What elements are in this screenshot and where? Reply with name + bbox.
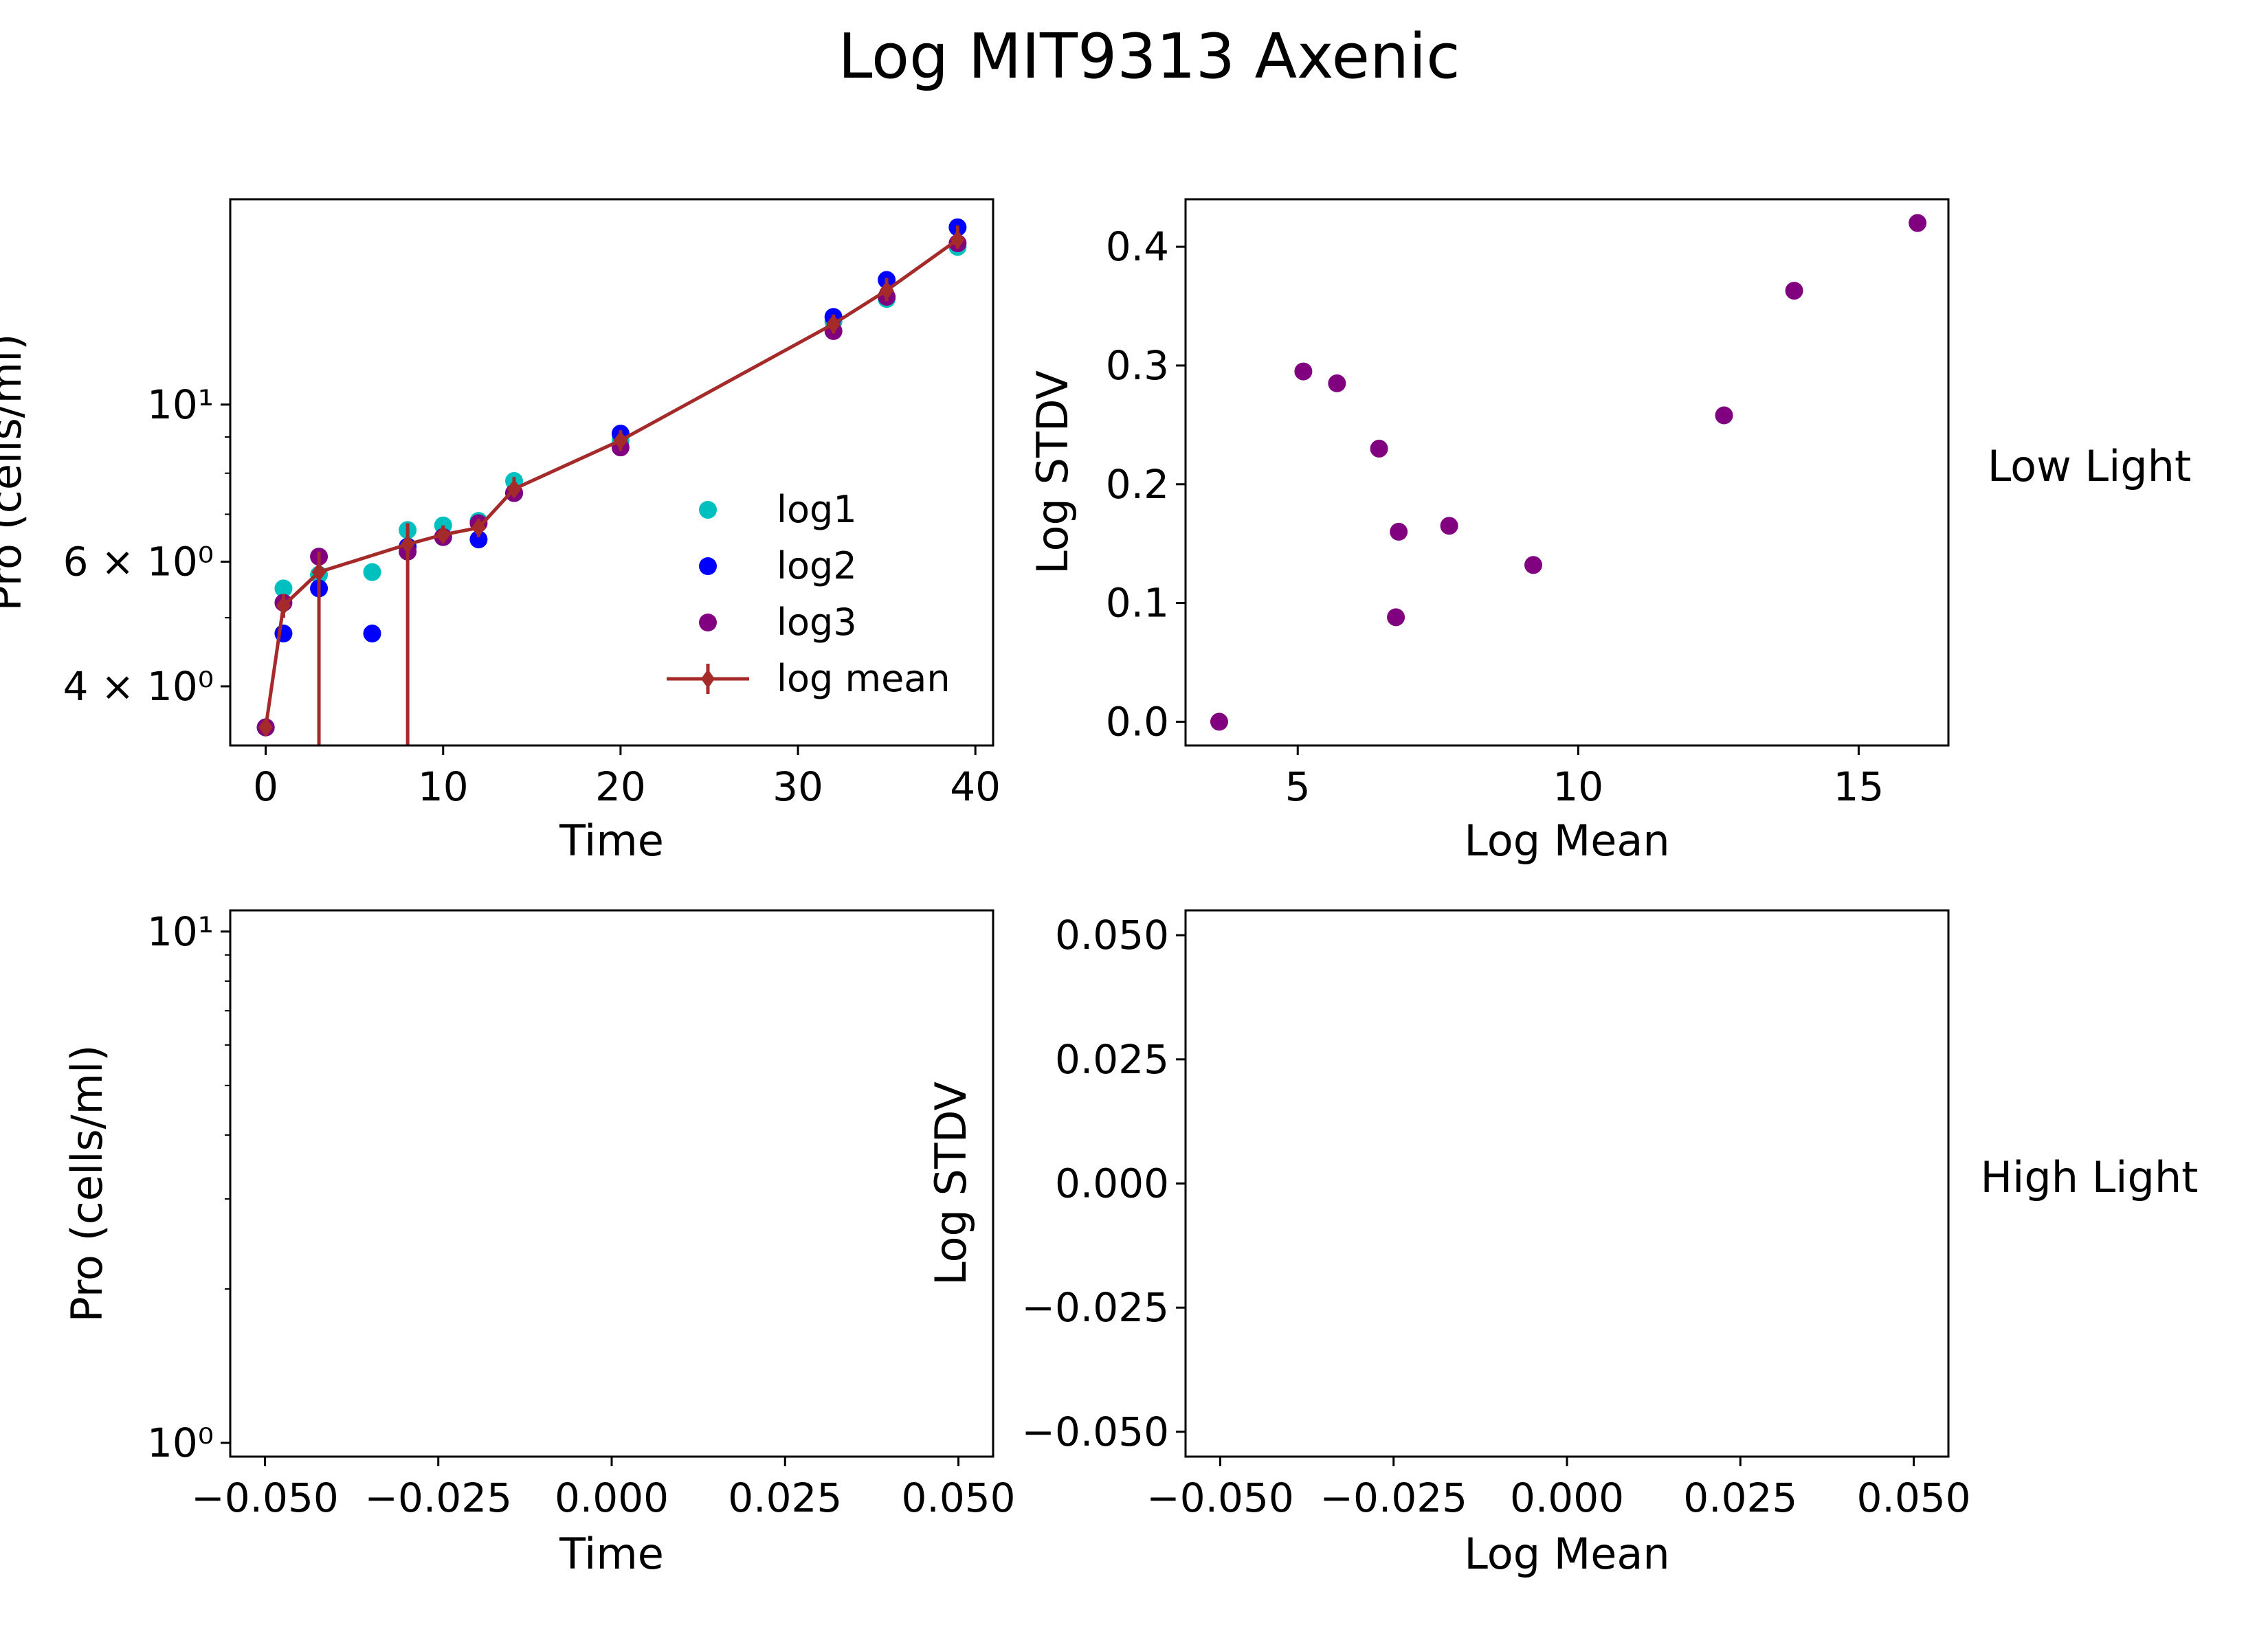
mean-line — [264, 238, 959, 728]
data-point — [274, 579, 293, 598]
x-axis-label: Time — [559, 1529, 664, 1579]
legend-swatch — [699, 614, 717, 631]
mean-marker — [507, 479, 522, 499]
y-tick-label: 0.1 — [1106, 580, 1169, 627]
y-axis-label: Log STDV — [926, 1081, 976, 1286]
x-tick-label: −0.025 — [1320, 1474, 1467, 1521]
plot-frame — [229, 198, 994, 747]
legend: log1 log2 log3 log mean — [667, 488, 950, 700]
row-label-low-light: Low Light — [1988, 441, 2192, 491]
y-tick-label: −0.025 — [1021, 1284, 1169, 1331]
data-point — [363, 625, 381, 643]
data-point — [469, 530, 488, 549]
chart-high-light-growth: −0.050 −0.025 0.000 0.025 0.050 10⁰ 10¹ Time Pro… — [62, 908, 1016, 1579]
chart-low-light-stdv: 5 10 15 0.0 0.1 0.2 0.3 0.4 Log Mean Log STDV — [1027, 198, 1950, 866]
y-tick-label: 0.050 — [1055, 912, 1169, 958]
mean-marker — [826, 314, 841, 334]
y-tick-label: 0.4 — [1106, 223, 1169, 270]
legend-label: log mean — [777, 657, 950, 700]
legend-label: log2 — [777, 544, 857, 587]
y-tick-label: −0.050 — [1021, 1409, 1169, 1455]
data-point — [1785, 282, 1803, 300]
y-axis-label: Log STDV — [1027, 370, 1078, 574]
series-log_mean — [258, 225, 965, 745]
data-point — [363, 563, 381, 581]
mean-marker — [879, 280, 894, 300]
y-tick-label: 4 × 10⁰ — [63, 663, 214, 710]
x-tick-label: 40 — [950, 763, 1001, 810]
x-axis-label: Log Mean — [1464, 816, 1669, 866]
row-label-high-light: High Light — [1981, 1152, 2199, 1202]
y-tick-label: 0.000 — [1055, 1160, 1169, 1207]
legend-label: log1 — [777, 488, 857, 531]
plot-frame — [1184, 198, 1950, 747]
mean-marker — [400, 535, 415, 554]
data-point — [1294, 362, 1313, 381]
y-tick-label: 6 × 10⁰ — [63, 538, 214, 585]
chart-high-light-stdv: −0.050 −0.025 0.000 0.025 0.050 −0.050 −0.025 0… — [926, 909, 1971, 1579]
y-tick-label: 10¹ — [147, 381, 214, 428]
y-axis-label: Pro (cells/ml) — [0, 334, 31, 612]
x-axis-label: Time — [559, 816, 664, 866]
mean-marker — [311, 562, 326, 582]
x-tick-label: 0.050 — [902, 1474, 1016, 1521]
data-point — [1390, 522, 1408, 541]
x-tick-label: 0.000 — [1510, 1474, 1624, 1521]
x-tick-label: 0.025 — [728, 1474, 842, 1521]
x-tick-label: 0 — [253, 763, 278, 810]
figure-title: Log MIT9313 Axenic — [838, 21, 1460, 93]
data-point — [1715, 406, 1733, 425]
x-tick-label: 10 — [1553, 763, 1603, 810]
x-tick-label: 15 — [1834, 763, 1885, 810]
x-tick-label: 0.000 — [555, 1474, 669, 1521]
mean-marker — [950, 229, 965, 249]
y-tick-label: 0.3 — [1106, 342, 1169, 389]
x-tick-label: 30 — [772, 763, 823, 810]
data-point — [1387, 608, 1405, 627]
plot-frame — [229, 909, 994, 1458]
data-point — [1210, 713, 1228, 731]
y-tick-label: 10⁰ — [147, 1420, 214, 1466]
x-tick-label: 5 — [1285, 763, 1311, 810]
legend-label: log3 — [777, 601, 857, 644]
data-point — [1370, 439, 1388, 458]
y-tick-label: 0.025 — [1055, 1036, 1169, 1083]
x-tick-label: 10 — [418, 763, 469, 810]
mean-marker — [436, 525, 451, 545]
y-tick-label: 0.0 — [1106, 698, 1169, 745]
x-tick-label: 0.025 — [1683, 1474, 1797, 1521]
chart-low-light-growth: 0 10 20 30 40 4 × 10⁰ 6 × 10⁰ 10¹ Time Pro (cells… — [0, 198, 1001, 866]
series-points — [1210, 214, 1927, 731]
x-tick-label: 0.050 — [1857, 1474, 1971, 1521]
mean-marker — [471, 518, 486, 538]
data-point — [1909, 214, 1927, 232]
data-point — [1328, 374, 1346, 392]
x-tick-label: −0.025 — [364, 1474, 512, 1521]
legend-swatch — [699, 557, 717, 575]
data-point — [1524, 556, 1543, 574]
data-point — [1440, 517, 1458, 535]
y-axis-label: Pro (cells/ml) — [62, 1045, 112, 1323]
legend-swatch — [699, 501, 717, 519]
mean-marker — [258, 717, 274, 737]
mean-marker — [276, 596, 291, 616]
x-axis-label: Log Mean — [1464, 1529, 1669, 1579]
legend-swatch — [701, 669, 715, 688]
x-tick-label: −0.050 — [191, 1474, 339, 1521]
y-tick-label: 0.2 — [1106, 461, 1169, 508]
mean-marker — [613, 431, 628, 451]
y-tick-label: 10¹ — [147, 908, 214, 955]
x-tick-label: 20 — [595, 763, 646, 810]
plot-frame — [1184, 909, 1950, 1458]
x-tick-label: −0.050 — [1146, 1474, 1294, 1521]
